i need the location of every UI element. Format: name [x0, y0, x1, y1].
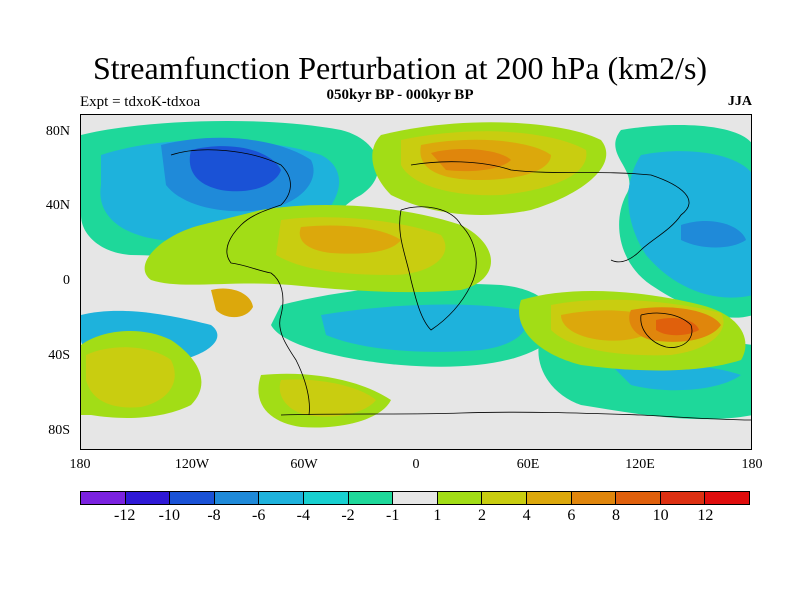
cyan-negative-band-east-asia [615, 125, 751, 318]
colorbar-label: 1 [433, 507, 442, 524]
colorbar-swatch [170, 492, 215, 504]
cyan-negative-band-south-atlantic [271, 283, 555, 367]
colorbar-label: 12 [697, 507, 714, 524]
colorbar-swatch [259, 492, 304, 504]
colorbar-label: -12 [113, 507, 136, 524]
colorbar-swatch [526, 492, 572, 504]
colorbar-swatch [303, 492, 349, 504]
colorbar-label: -2 [341, 507, 355, 524]
colorbar-swatch [571, 492, 617, 504]
chart-title: Streamfunction Perturbation at 200 hPa (… [92, 50, 708, 86]
colorbar-label: -1 [385, 507, 400, 524]
season-label: JJA [727, 94, 752, 109]
colorbar-label: -6 [251, 507, 266, 524]
colorbar-swatch [660, 492, 706, 504]
x-tick-label: 180 [741, 457, 763, 472]
colorbar-label: -8 [207, 507, 221, 524]
colorbar-swatch [81, 492, 126, 504]
coastline-outline [170, 149, 751, 421]
x-tick-label: 120E [625, 457, 655, 472]
colorbar-label: 8 [612, 507, 620, 524]
yellow-positive-band-tropical-atlantic [144, 205, 491, 318]
colorbar-swatch [214, 492, 260, 504]
experiment-label: Expt = tdxoK-tdxoa [80, 94, 201, 110]
colorbar-swatch [348, 492, 394, 504]
contour-field [81, 120, 751, 428]
yellow-positive-band-south-indian-ocean [519, 290, 746, 371]
colorbar-label: -4 [296, 507, 310, 524]
x-tick-label: 60E [516, 457, 540, 472]
yellow-positive-band-north-atlantic-eurasia [372, 122, 607, 215]
x-tick-label: 0 [412, 457, 420, 472]
x-tick-label: 180 [69, 457, 91, 472]
colorbar-swatch [393, 492, 438, 504]
y-tick-label: 40N [45, 198, 70, 213]
x-tick-label: 120W [174, 457, 210, 472]
y-tick-label: 80S [48, 423, 70, 438]
y-tick-label: 40S [48, 348, 70, 363]
colorbar-label: -10 [158, 507, 180, 524]
colorbar-label: 6 [567, 507, 576, 524]
colorbar-label: 4 [522, 507, 531, 524]
colorbar-swatch [125, 492, 171, 504]
colorbar [80, 491, 750, 505]
y-tick-label: 80N [45, 124, 70, 139]
colorbar-label: 2 [478, 507, 486, 524]
colorbar-label: 10 [652, 507, 669, 524]
map-plot-area [80, 114, 752, 450]
x-tick-label: 60W [290, 457, 318, 472]
colorbar-swatch [705, 492, 749, 504]
y-tick-label: 0 [63, 273, 70, 288]
colorbar-swatch [482, 492, 527, 504]
colorbar-swatch [437, 492, 483, 504]
colorbar-swatch [616, 492, 661, 504]
chart-subtitle: 050kyr BP - 000kyr BP [326, 87, 474, 103]
